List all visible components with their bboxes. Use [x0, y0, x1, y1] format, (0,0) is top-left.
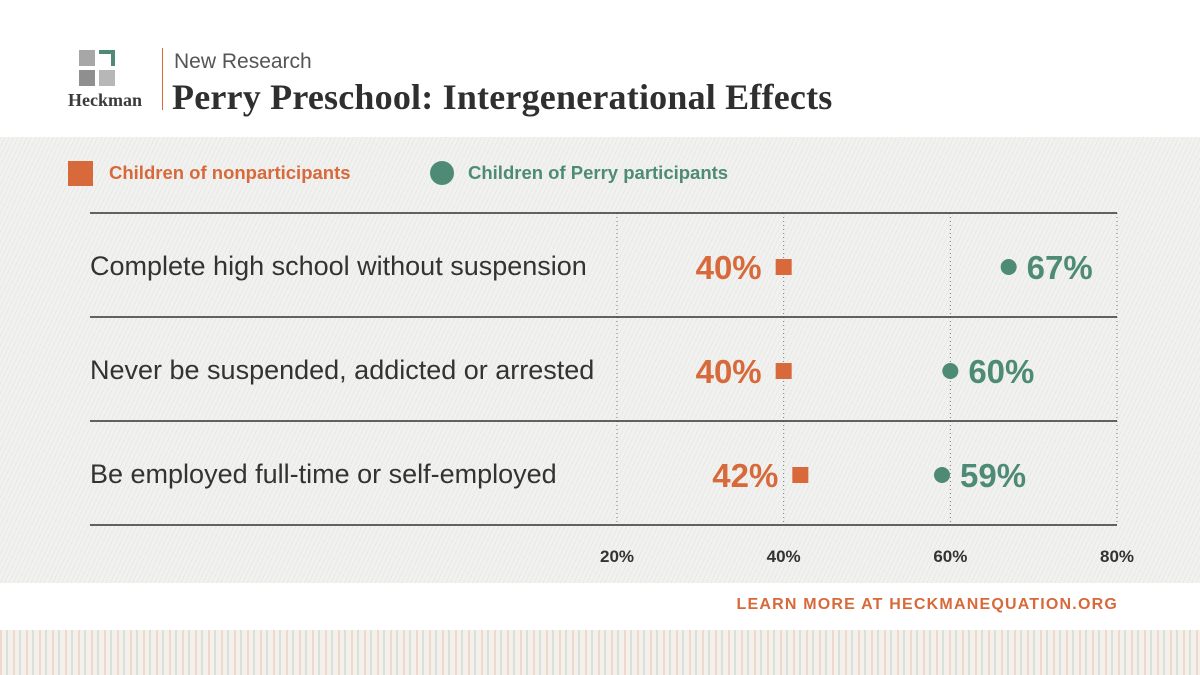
- data-label-nonparticipants: 40%: [696, 353, 762, 390]
- page-title: Perry Preschool: Intergenerational Effec…: [172, 77, 833, 117]
- legend-circle-icon: [430, 161, 454, 185]
- category-label: Never be suspended, addicted or arrested: [90, 355, 594, 385]
- legend-label-nonparticipants: Children of nonparticipants: [109, 162, 351, 183]
- data-point-nonparticipants: [775, 363, 792, 379]
- legend-item-participants: Children of Perry participants: [430, 160, 728, 186]
- data-point-participants: [934, 467, 950, 483]
- legend-label-participants: Children of Perry participants: [468, 162, 729, 183]
- x-tick-label: 80%: [1100, 547, 1134, 566]
- logo-corner-bracket-icon: [99, 50, 115, 66]
- heckman-logo: Heckman: [60, 48, 150, 118]
- legend-square-icon: [68, 160, 93, 186]
- data-point-nonparticipants: [792, 467, 809, 483]
- logo-text: Heckman: [68, 90, 142, 110]
- data-label-participants: 67%: [1027, 249, 1093, 286]
- category-label: Complete high school without suspension: [90, 251, 587, 281]
- x-tick-label: 20%: [600, 547, 634, 566]
- decorative-strip: [0, 630, 1200, 675]
- learn-more-link[interactable]: LEARN MORE AT HECKMANEQUATION.ORG: [736, 596, 1118, 613]
- logo-square-2: [79, 70, 95, 86]
- data-label-nonparticipants: 40%: [696, 249, 762, 286]
- data-point-nonparticipants: [775, 259, 792, 275]
- header: Heckman New Research Perry Preschool: In…: [0, 0, 1200, 137]
- data-label-participants: 59%: [960, 457, 1026, 494]
- header-divider: [162, 48, 163, 110]
- logo-square-3: [99, 70, 115, 86]
- legend-item-nonparticipants: Children of nonparticipants: [68, 160, 351, 186]
- kicker: New Research: [174, 50, 312, 73]
- data-label-participants: 60%: [968, 353, 1034, 390]
- category-label: Be employed full-time or self-employed: [90, 459, 557, 489]
- logo-square-1: [79, 50, 95, 66]
- data-point-participants: [1000, 259, 1017, 275]
- chart-panel: [0, 137, 1200, 583]
- data-label-nonparticipants: 42%: [712, 457, 778, 494]
- x-tick-label: 40%: [767, 547, 801, 566]
- x-tick-label: 60%: [933, 547, 967, 566]
- data-point-participants: [942, 363, 959, 379]
